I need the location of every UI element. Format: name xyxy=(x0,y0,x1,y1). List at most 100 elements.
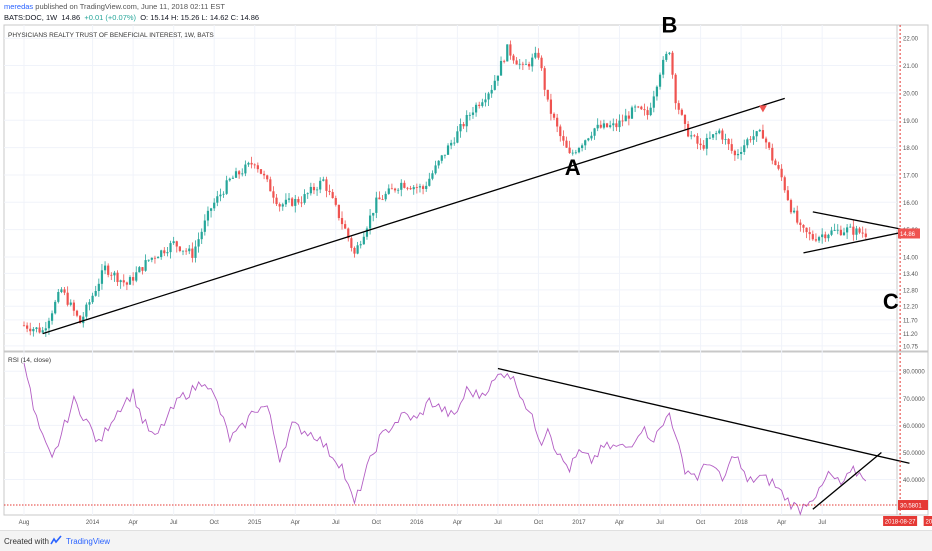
time-tick-label: Jul xyxy=(656,520,664,526)
candle-body xyxy=(680,109,683,115)
candle-body xyxy=(206,210,210,221)
candle-body xyxy=(262,173,266,176)
candle-body xyxy=(546,89,549,100)
candle-body xyxy=(764,138,768,143)
future-date-badge xyxy=(883,516,918,526)
time-tick-label: Oct xyxy=(372,520,382,526)
candle-body xyxy=(60,289,63,293)
candle-body xyxy=(855,228,858,235)
label-a: A xyxy=(565,155,581,180)
candle-body xyxy=(749,139,752,141)
candle-body xyxy=(484,99,487,103)
price-tick-label: 14.00 xyxy=(903,256,919,262)
candle-body xyxy=(418,186,422,188)
rsi-value-label: 30.5801 xyxy=(900,504,922,510)
candle-body xyxy=(222,193,225,195)
candle-body xyxy=(50,313,54,321)
candle-body xyxy=(213,202,216,209)
candle-body xyxy=(85,304,88,317)
candle-body xyxy=(789,200,793,213)
price-tick-label: 19.00 xyxy=(903,119,919,125)
candle-body xyxy=(69,302,72,305)
candle-body xyxy=(849,226,852,228)
price-tick-label: 18.00 xyxy=(903,146,919,152)
candle-body xyxy=(135,272,138,281)
time-tick-label: Apr xyxy=(453,520,462,526)
candle-body xyxy=(615,123,618,128)
candle-body xyxy=(412,187,415,190)
chart-canvas[interactable]: A B C 22.00 21.00 20.00 19.00 18.00 17.00 16.00 1… xyxy=(0,0,932,530)
candle-body xyxy=(150,257,153,260)
candle-body xyxy=(827,234,830,239)
candle-body xyxy=(147,259,150,261)
candle-body xyxy=(337,204,341,219)
candle-body xyxy=(512,55,515,61)
candle-body xyxy=(817,237,821,241)
symbol-name[interactable]: BATS:DOC, 1W xyxy=(4,13,58,22)
candle-body xyxy=(652,96,655,108)
candle-body xyxy=(683,114,687,124)
candle-body xyxy=(640,106,643,110)
candle-body xyxy=(437,160,440,166)
label-c: C xyxy=(883,289,899,314)
candle-body xyxy=(334,198,337,205)
candle-body xyxy=(322,179,325,181)
candle-body xyxy=(562,136,565,141)
candle-body xyxy=(852,226,855,235)
candle-body xyxy=(75,310,79,316)
candle-body xyxy=(272,191,275,198)
candle-body xyxy=(518,63,521,65)
candle-body xyxy=(54,301,57,314)
rsi-pane-frame xyxy=(3,351,929,516)
candle-body xyxy=(325,179,328,191)
candle-body xyxy=(281,204,284,207)
candle-body xyxy=(671,52,674,75)
rsi-value-badge xyxy=(898,500,928,511)
candle-body xyxy=(375,197,378,213)
candle-body xyxy=(356,245,359,254)
candle-body xyxy=(730,144,733,151)
candle-body xyxy=(381,199,384,201)
candle-body xyxy=(138,267,141,273)
candle-body xyxy=(181,250,185,252)
candle-body xyxy=(79,315,82,324)
candle-body xyxy=(549,99,553,114)
candle-body xyxy=(715,133,718,135)
candle-body xyxy=(478,104,481,106)
candle-body xyxy=(200,231,203,240)
candle-body xyxy=(468,114,471,116)
candle-body xyxy=(503,60,506,62)
candle-body xyxy=(244,164,247,174)
candle-body xyxy=(621,120,624,122)
price-tick-label: 21.00 xyxy=(903,64,919,70)
candle-body xyxy=(471,112,475,115)
candle-body xyxy=(662,59,665,75)
candle-body xyxy=(777,165,780,169)
candle-body xyxy=(353,247,356,254)
publish-text: published on TradingView.com, June 11, 2… xyxy=(33,2,225,11)
candle-body xyxy=(185,250,188,252)
rsi-pane-title: RSI (14, close) xyxy=(8,357,51,364)
time-tick-label: Apr xyxy=(777,520,786,526)
candle-body xyxy=(861,232,864,234)
candle-body xyxy=(481,102,484,106)
footer-bar: Created with TradingView xyxy=(0,530,932,551)
candle-body xyxy=(331,192,334,199)
candle-body xyxy=(431,173,434,179)
candle-body xyxy=(284,199,287,205)
triangle-upper-trendline xyxy=(812,211,910,232)
candle-body xyxy=(41,330,44,333)
candle-body xyxy=(450,142,453,146)
candle-body xyxy=(300,202,303,204)
candle-body xyxy=(362,236,365,245)
last-price-badge xyxy=(898,228,920,239)
candle-body xyxy=(627,115,630,119)
candle-body xyxy=(141,267,144,271)
candle-body xyxy=(499,60,503,76)
author-link[interactable]: meredas xyxy=(4,2,34,11)
candle-body xyxy=(637,106,640,108)
candle-body xyxy=(228,178,231,181)
candle-body xyxy=(107,265,110,275)
tradingview-brand[interactable]: TradingView xyxy=(66,537,111,546)
candle-body xyxy=(219,194,222,197)
